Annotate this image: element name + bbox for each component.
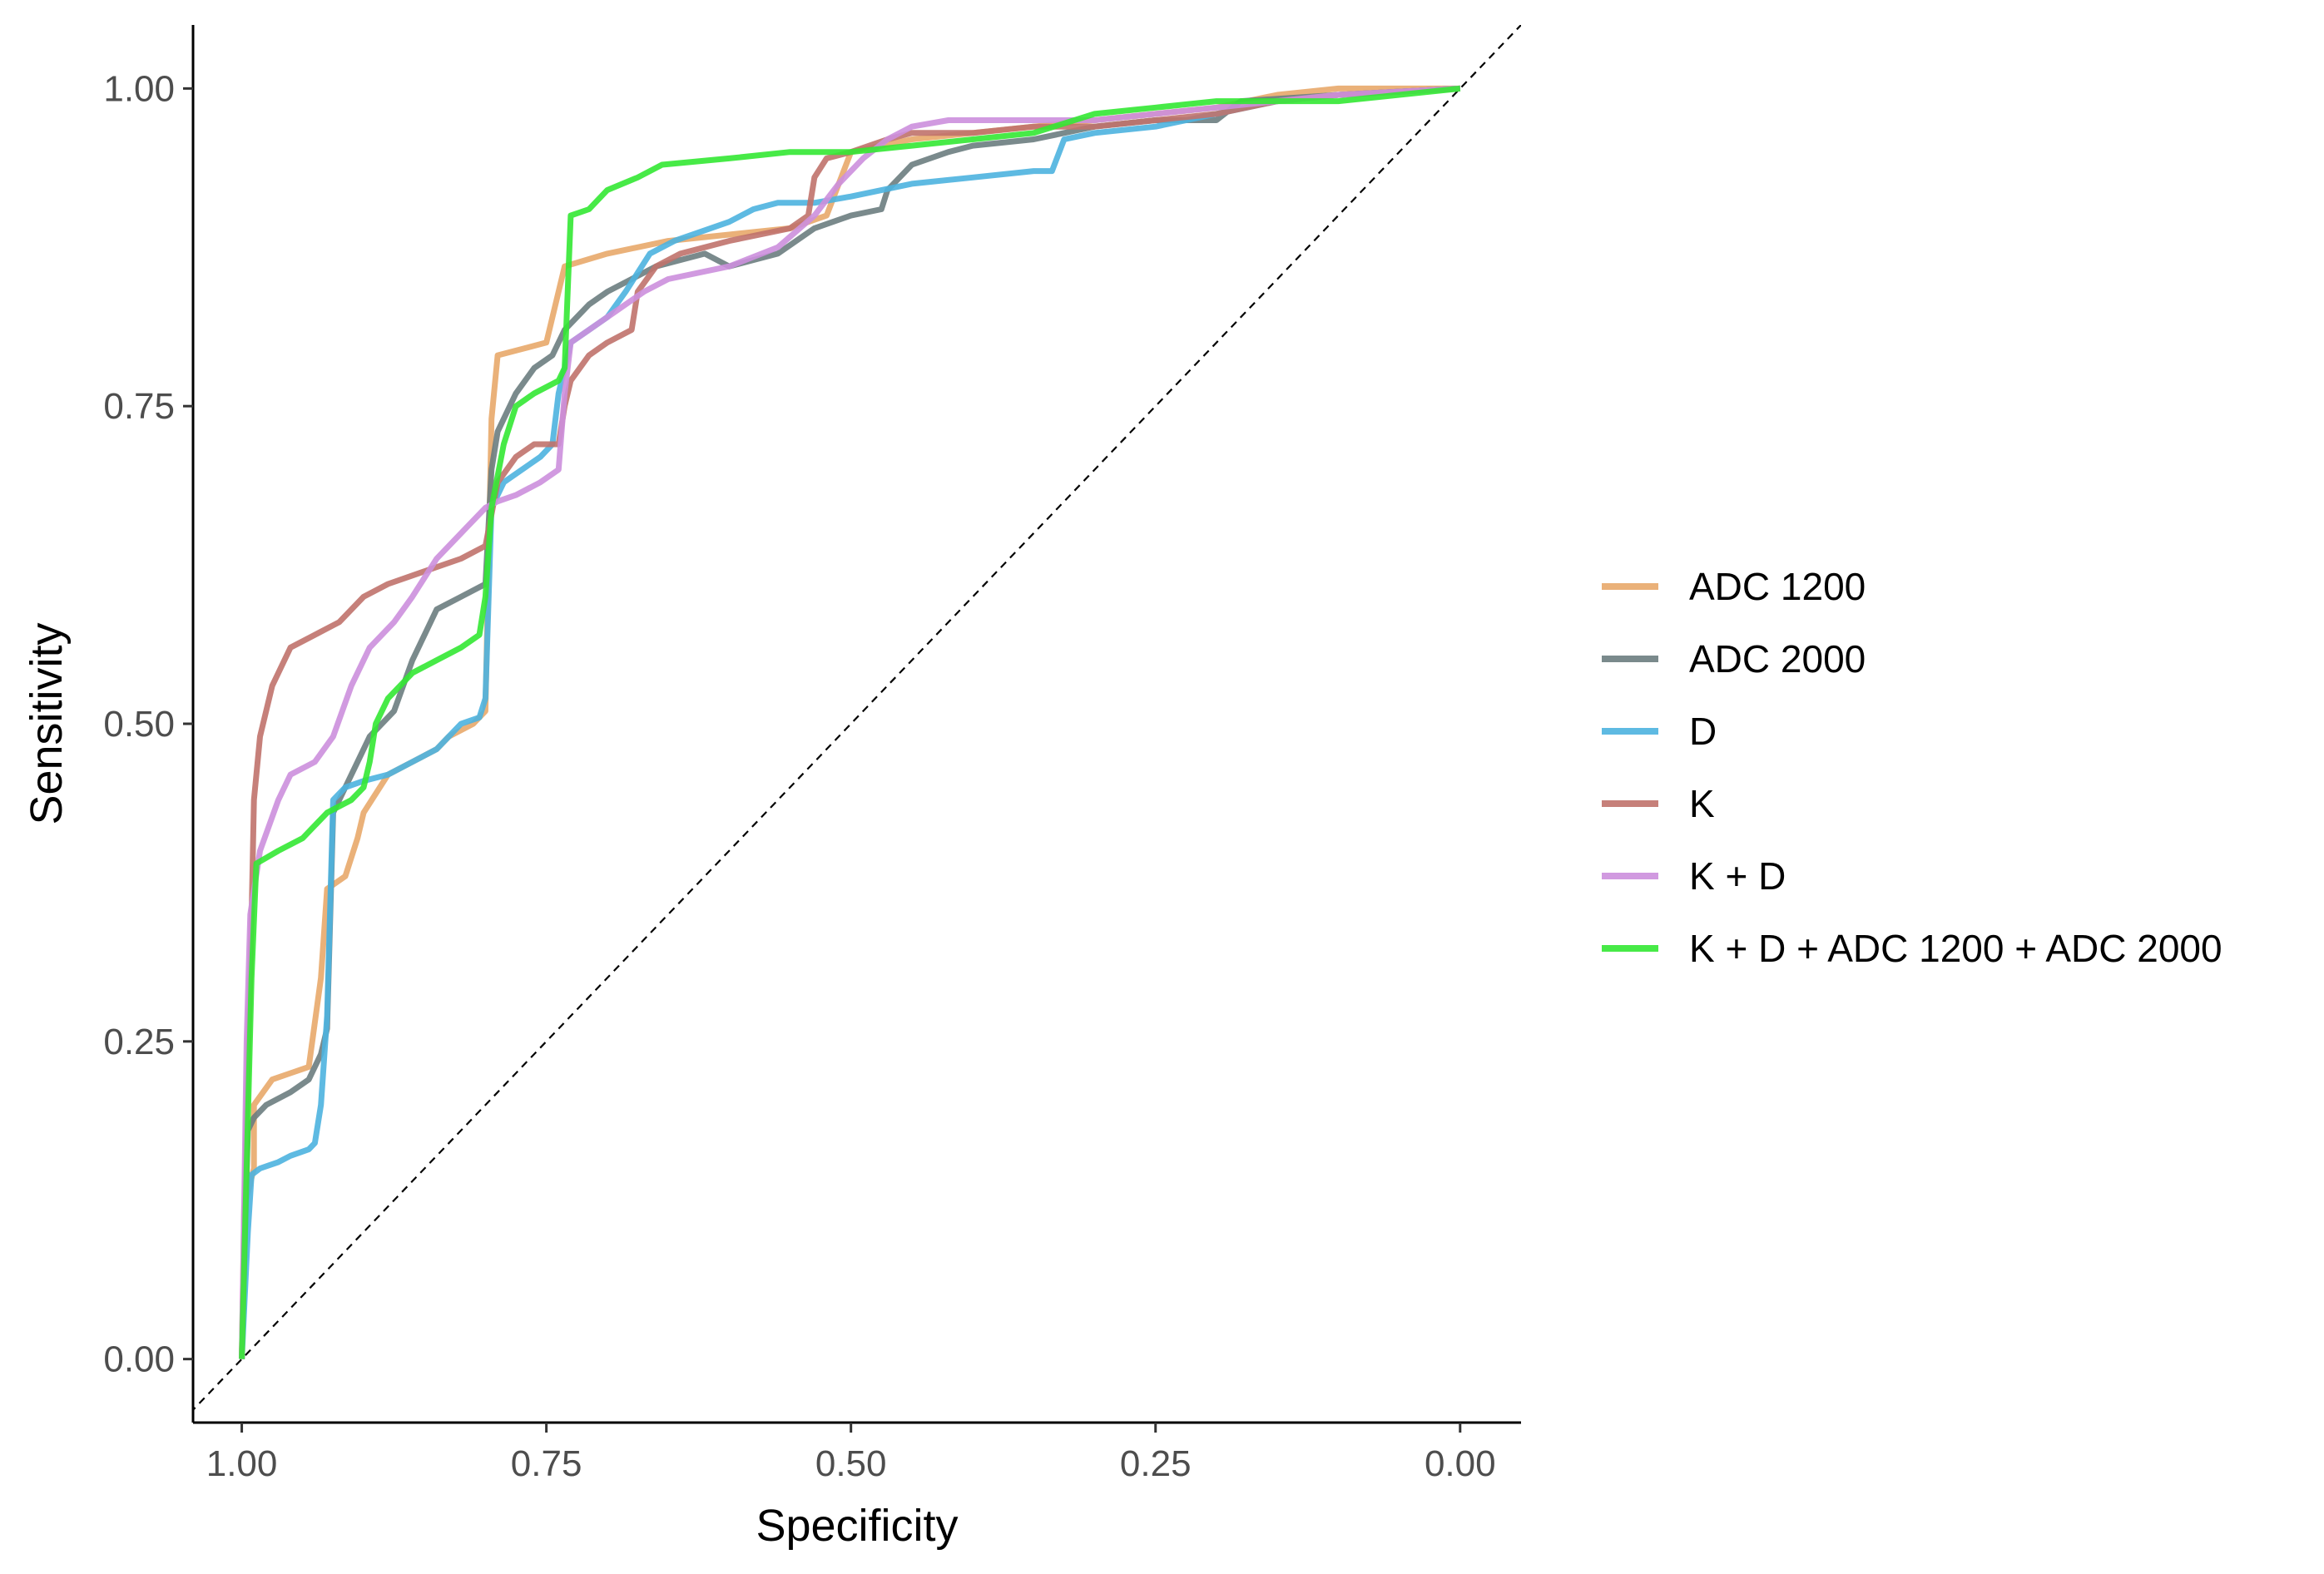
series-line-k-d (239, 85, 1460, 1359)
reference-diagonal-line (193, 25, 1521, 1412)
x-tick-label: 0.00 (1425, 1443, 1496, 1484)
x-tick-label: 0.25 (1120, 1443, 1192, 1484)
y-tick-label: 1.00 (103, 68, 175, 109)
series-line-k-d-adc-1200-adc-2000 (239, 85, 1461, 1359)
legend-label: K (1689, 782, 1715, 825)
legend-label: ADC 1200 (1689, 565, 1866, 608)
x-tick-label: 1.00 (206, 1443, 278, 1484)
legend: ADC 1200 ADC 2000 DK K + D K + D + ADC 1200 … (1602, 565, 2222, 970)
y-tick-label: 0.75 (103, 386, 175, 427)
series-line-k (239, 85, 1460, 1359)
x-tick-label: 0.50 (815, 1443, 887, 1484)
y-tick-label: 0.25 (103, 1022, 175, 1062)
legend-label: ADC 2000 (1689, 637, 1866, 681)
legend-label: K + D (1689, 854, 1786, 898)
y-axis-title: Sensitivity (22, 622, 72, 824)
legend-label: D (1689, 710, 1717, 753)
x-tick-label: 0.75 (511, 1443, 582, 1484)
y-tick-label: 0.00 (103, 1339, 175, 1380)
x-axis-title: Specificity (756, 1501, 958, 1551)
legend-label: K + D + ADC 1200 + ADC 2000 (1689, 927, 2222, 970)
y-tick-label: 0.50 (103, 704, 175, 745)
